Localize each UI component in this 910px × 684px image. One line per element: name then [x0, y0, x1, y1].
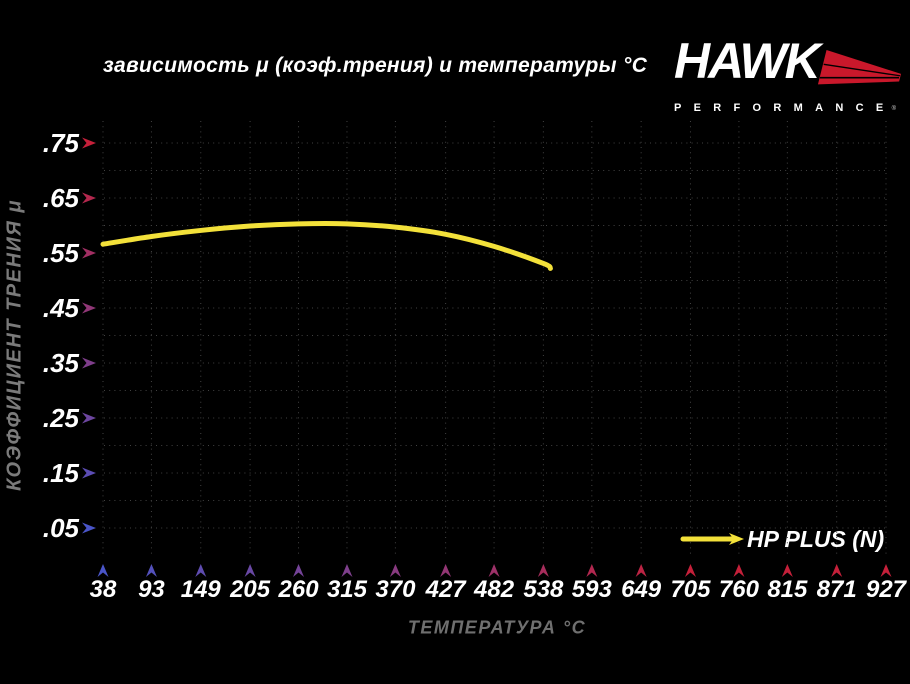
svg-text:871: 871 [817, 576, 857, 603]
svg-text:260: 260 [278, 576, 320, 603]
svg-text:.35: .35 [43, 348, 80, 378]
svg-text:427: 427 [425, 576, 468, 603]
hawk-performance-logo: HAWK ® PERFORMANCE ® [674, 33, 901, 114]
svg-text:370: 370 [375, 576, 416, 603]
svg-text:927: 927 [866, 576, 908, 603]
svg-text:.05: .05 [43, 513, 80, 543]
svg-text:815: 815 [767, 576, 808, 603]
svg-text:.25: .25 [43, 403, 80, 433]
svg-text:149: 149 [181, 576, 222, 603]
svg-text:93: 93 [138, 576, 165, 603]
hawk-wing-icon: ® [817, 48, 901, 99]
svg-text:205: 205 [229, 576, 271, 603]
hawk-wordmark: HAWK [674, 33, 821, 89]
svg-text:.45: .45 [43, 293, 80, 323]
svg-text:593: 593 [572, 576, 613, 603]
chart-title: зависимость μ (коэф.трения) и температур… [103, 54, 648, 77]
registered-mark: ® [891, 106, 896, 112]
svg-text:.15: .15 [43, 458, 80, 488]
svg-text:649: 649 [621, 576, 662, 603]
svg-text:.75: .75 [43, 128, 80, 158]
svg-text:760: 760 [719, 576, 760, 603]
performance-subtext: PERFORMANCE [674, 102, 896, 114]
svg-text:482: 482 [473, 576, 515, 603]
svg-text:705: 705 [670, 576, 711, 603]
svg-text:538: 538 [523, 576, 564, 603]
svg-text:.55: .55 [43, 238, 80, 268]
x-axis-label: ТЕМПЕРАТУРА °C [407, 617, 587, 638]
svg-text:.65: .65 [43, 183, 80, 213]
legend-label-hp-plus: HP PLUS (N) [747, 526, 885, 552]
svg-text:38: 38 [90, 576, 117, 603]
svg-text:315: 315 [327, 576, 368, 603]
